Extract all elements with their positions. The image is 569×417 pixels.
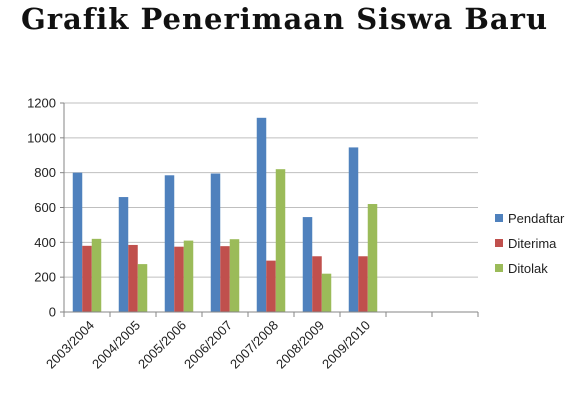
bar-pendaftar-3 [210,173,221,312]
legend-label-ditolak: Ditolak [508,261,548,276]
bar-ditolak-3 [229,239,240,312]
legend-swatch-diterima [495,239,503,247]
bar-pendaftar-2 [164,175,175,312]
bar-diterima-0 [82,245,92,312]
bar-ditolak-6 [367,204,378,312]
bar-ditolak-1 [137,264,148,312]
y-tick-label: 400 [34,235,56,250]
bar-pendaftar-6 [348,147,359,312]
x-tick-label: 2009/2010 [319,318,373,372]
bar-diterima-5 [312,256,322,312]
x-tick-label: 2008/2009 [273,318,327,372]
bar-ditolak-4 [275,169,286,312]
bar-pendaftar-0 [72,172,83,312]
y-tick-label: 1000 [27,130,56,145]
bar-diterima-3 [220,246,230,312]
legend-swatch-ditolak [495,264,503,272]
bar-pendaftar-4 [256,117,267,312]
x-tick-label: 2007/2008 [227,318,281,372]
bar-pendaftar-1 [118,197,129,312]
x-tick-label: 2004/2005 [89,318,143,372]
x-tick-labels: 2003/20042004/20052005/20062006/20072007… [43,318,373,372]
y-tick-label: 600 [34,200,56,215]
legend-label-diterima: Diterima [508,236,557,251]
legend-swatch-pendaftar [495,214,503,222]
bar-diterima-4 [266,260,276,312]
y-tick-label: 200 [34,270,56,285]
axes [60,102,479,317]
bar-ditolak-5 [321,273,332,312]
y-tick-label: 0 [49,305,56,320]
y-tick-label: 1200 [27,96,56,111]
bar-diterima-2 [174,246,184,312]
y-tick-labels: 0 200 400 600 800 1000 1200 [27,96,56,320]
legend: Pendaftar Diterima Ditolak [495,211,565,276]
legend-label-pendaftar: Pendaftar [508,211,565,226]
bar-ditolak-0 [91,238,102,312]
bar-ditolak-2 [183,240,194,312]
bar-pendaftar-5 [302,217,313,312]
bar-series [72,117,378,312]
bar-diterima-6 [358,256,368,312]
x-tick-label: 2003/2004 [43,318,97,372]
x-tick-label: 2006/2007 [181,318,235,372]
y-tick-label: 800 [34,165,56,180]
x-tick-label: 2005/2006 [135,318,189,372]
bar-diterima-1 [128,244,138,312]
chart-title: Grafik Penerimaan Siswa Baru [20,2,549,36]
